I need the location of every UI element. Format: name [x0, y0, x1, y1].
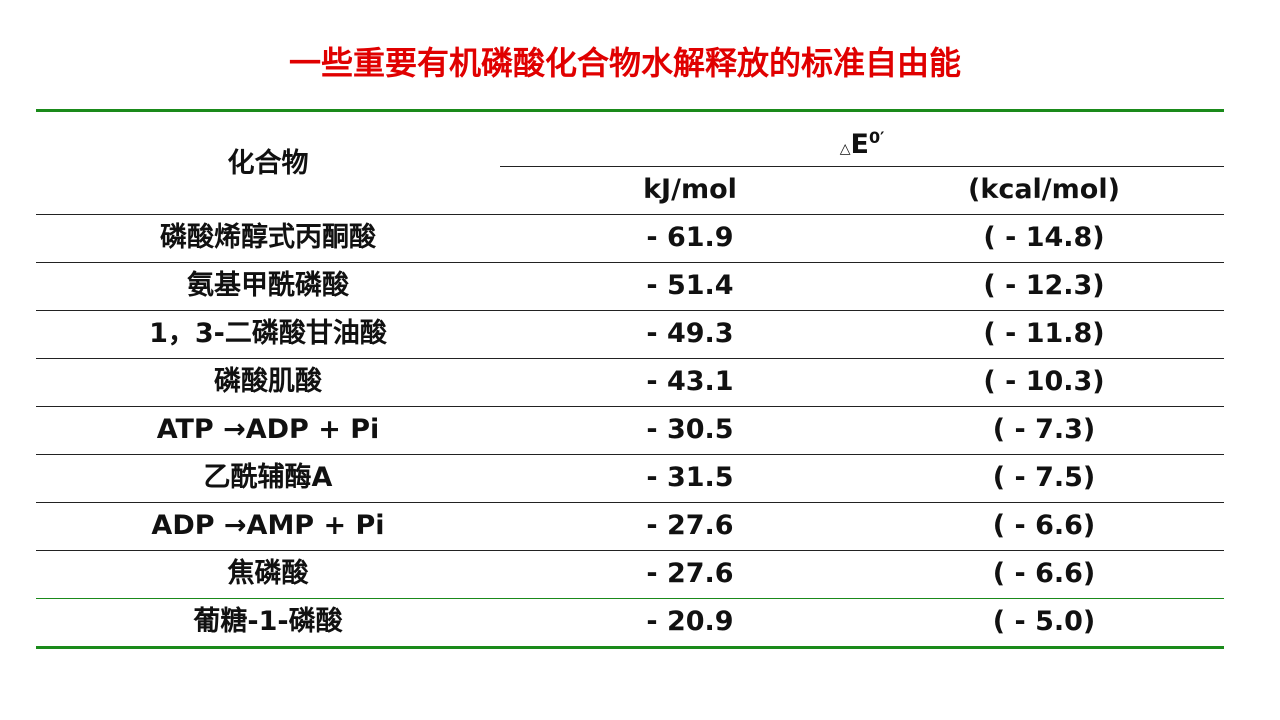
value-cell: ( - 10.3): [983, 366, 1105, 397]
value-cell: ( - 6.6): [992, 558, 1096, 589]
compound-cell: 氨基甲酰磷酸: [187, 270, 349, 301]
superscript: 0′: [868, 128, 885, 147]
value-cell: - 31.5: [646, 462, 734, 493]
header-quantity: △E0′: [500, 114, 1224, 162]
value-cell: ( - 7.5): [992, 462, 1096, 493]
value-cell: ( - 14.8): [983, 222, 1105, 253]
symbol: E: [850, 129, 869, 160]
compound-cell: ADP →AMP + Pi: [151, 510, 385, 541]
row-rule: [36, 358, 1224, 359]
row-rule: [36, 310, 1224, 311]
value-cell: - 30.5: [646, 414, 734, 445]
top-rule: [36, 109, 1224, 112]
bottom-rule: [36, 646, 1224, 649]
value-cell: - 43.1: [646, 366, 734, 397]
value-cell: ( - 12.3): [983, 270, 1105, 301]
value-cell: ( - 11.8): [983, 318, 1105, 349]
compound-cell: 1，3-二磷酸甘油酸: [149, 318, 387, 349]
value-cell: - 27.6: [646, 558, 734, 589]
row-rule: [36, 406, 1224, 407]
header-unit: kJ/mol: [643, 174, 737, 205]
row-rule: [36, 502, 1224, 503]
compound-cell: 葡糖-1-磷酸: [193, 606, 343, 637]
compound-cell: 焦磷酸: [227, 558, 309, 589]
row-rule: [36, 262, 1224, 263]
compound-cell: ATP →ADP + Pi: [156, 414, 380, 445]
value-cell: ( - 6.6): [992, 510, 1096, 541]
compound-cell: 乙酰辅酶A: [203, 462, 333, 493]
header-unit: (kcal/mol): [968, 174, 1120, 205]
delta: △: [839, 141, 851, 157]
value-cell: ( - 5.0): [992, 606, 1096, 637]
compound-cell: 磷酸烯醇式丙酮酸: [160, 222, 376, 253]
header-rule: [500, 166, 1224, 167]
row-rule: [36, 598, 1224, 599]
header-compound: 化合物: [227, 148, 309, 179]
value-cell: - 51.4: [646, 270, 734, 301]
value-cell: - 61.9: [646, 222, 734, 253]
value-cell: - 27.6: [646, 510, 734, 541]
value-cell: - 20.9: [646, 606, 734, 637]
row-rule: [36, 550, 1224, 551]
compound-cell: 磷酸肌酸: [214, 366, 322, 397]
value-cell: ( - 7.3): [992, 414, 1096, 445]
row-rule: [36, 214, 1224, 215]
value-cell: - 49.3: [646, 318, 734, 349]
row-rule: [36, 454, 1224, 455]
title: 一些重要有机磷酸化合物水解释放的标准自由能: [288, 44, 961, 82]
